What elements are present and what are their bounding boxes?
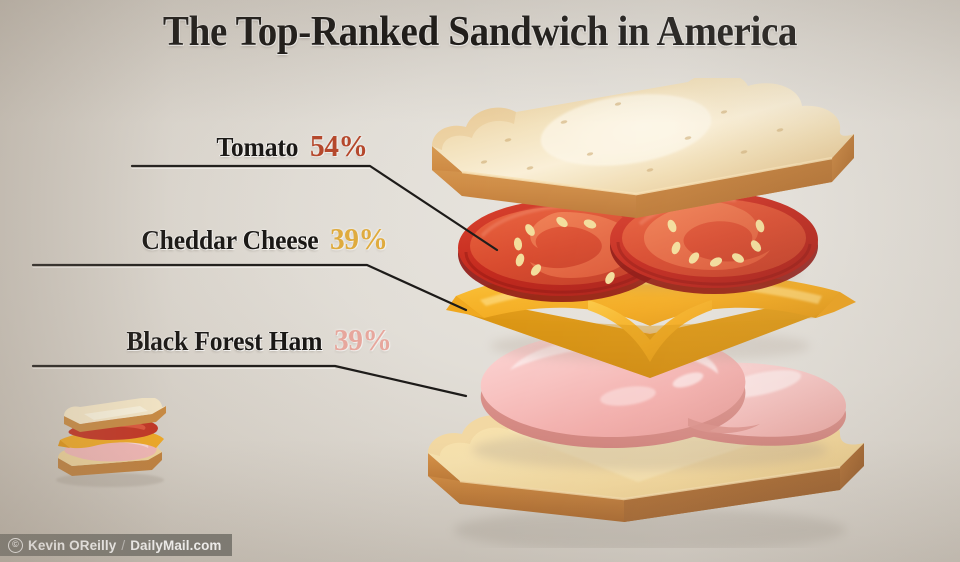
copyright-icon: ©: [8, 537, 23, 553]
credit-publication: DailyMail.com: [130, 537, 222, 553]
assembled-sandwich-thumbnail: [56, 398, 166, 487]
callout-black-forest-ham: Black Forest Ham 39%: [12, 322, 394, 358]
callout-percent-cheddar-cheese: 39%: [329, 221, 388, 256]
credit-bar: © Kevin OReilly / DailyMail.com: [0, 534, 232, 556]
callout-label-cheddar-cheese: Cheddar Cheese: [141, 225, 319, 255]
credit-separator: /: [121, 537, 126, 553]
exploded-sandwich-illustration: [428, 78, 864, 548]
tomato-slices: [458, 192, 818, 302]
callout-cheddar-cheese: Cheddar Cheese 39%: [12, 221, 390, 257]
callout-percent-tomato: 54%: [309, 128, 368, 163]
top-bread-slice: [432, 78, 854, 218]
callout-percent-black-forest-ham: 39%: [333, 322, 392, 357]
credit-author: Kevin OReilly: [28, 537, 117, 553]
callout-tomato: Tomato 54%: [110, 128, 370, 164]
callout-label-black-forest-ham: Black Forest Ham: [126, 326, 323, 356]
callout-label-tomato: Tomato: [216, 132, 299, 162]
page-title: The Top-Ranked Sandwich in America: [162, 9, 798, 55]
